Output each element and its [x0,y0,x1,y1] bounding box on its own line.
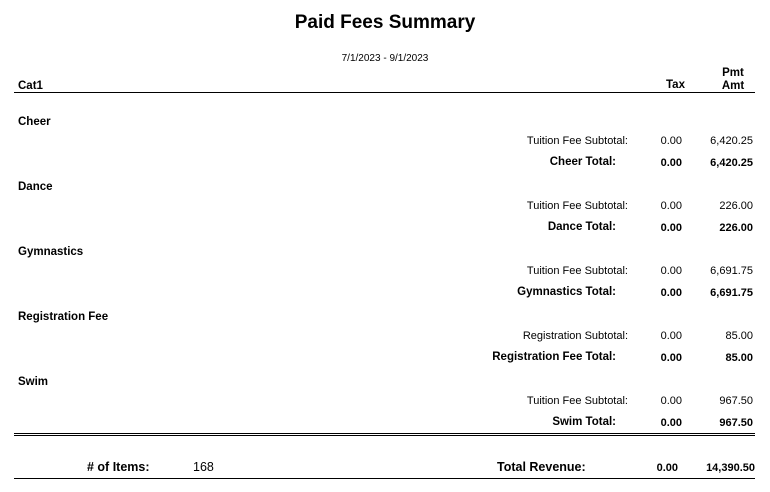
total-amount: 967.50 [719,417,753,429]
subtotal-label: Tuition Fee Subtotal: [526,135,628,147]
total-tax: 0.00 [660,352,682,364]
footer-rule [14,478,755,479]
total-amount: 226.00 [719,222,753,234]
subtotal-label: Tuition Fee Subtotal: [526,265,628,277]
column-header-category: Cat1 [18,80,43,92]
total-amount: 6,691.75 [710,287,753,299]
report-title: Paid Fees Summary [294,12,476,33]
header-rule [14,92,755,93]
subtotal-amount: 226.00 [719,200,753,212]
subtotal-tax: 0.00 [660,200,682,212]
category-name: Swim [18,376,49,388]
items-count-value: 168 [193,460,214,474]
subtotal-tax: 0.00 [660,395,682,407]
subtotal-tax: 0.00 [660,330,682,342]
subtotal-label: Tuition Fee Subtotal: [526,395,628,407]
items-count-label: # of Items: [87,460,150,474]
category-name: Dance [18,181,53,193]
date-range: 7/1/2023 - 9/1/2023 [341,53,429,64]
category-name: Registration Fee [18,311,109,323]
total-tax: 0.00 [660,157,682,169]
total-revenue-amount: 14,390.50 [706,462,755,474]
total-tax: 0.00 [660,287,682,299]
column-header-tax: Tax [666,79,685,91]
total-amount: 85.00 [725,352,753,364]
subtotal-label: Tuition Fee Subtotal: [526,200,628,212]
total-label: Gymnastics Total: [517,286,616,298]
total-tax: 0.00 [660,417,682,429]
subtotal-amount: 967.50 [719,395,753,407]
column-header-amt: Amt [721,80,745,92]
total-label: Swim Total: [552,416,616,428]
total-revenue-label: Total Revenue: [497,460,586,474]
column-header-pmt: Pmt [722,67,744,79]
category-name: Gymnastics [18,246,84,258]
total-label: Cheer Total: [549,156,616,168]
total-amount: 6,420.25 [710,157,753,169]
grand-total-rule [14,433,755,436]
category-name: Cheer [18,116,51,128]
subtotal-amount: 85.00 [725,330,753,342]
total-label: Dance Total: [547,221,616,233]
subtotal-label: Registration Subtotal: [522,330,628,342]
subtotal-tax: 0.00 [660,265,682,277]
subtotal-amount: 6,691.75 [710,265,753,277]
total-label: Registration Fee Total: [492,351,616,363]
subtotal-amount: 6,420.25 [710,135,753,147]
subtotal-tax: 0.00 [660,135,682,147]
total-tax: 0.00 [660,222,682,234]
total-revenue-tax: 0.00 [656,462,678,474]
